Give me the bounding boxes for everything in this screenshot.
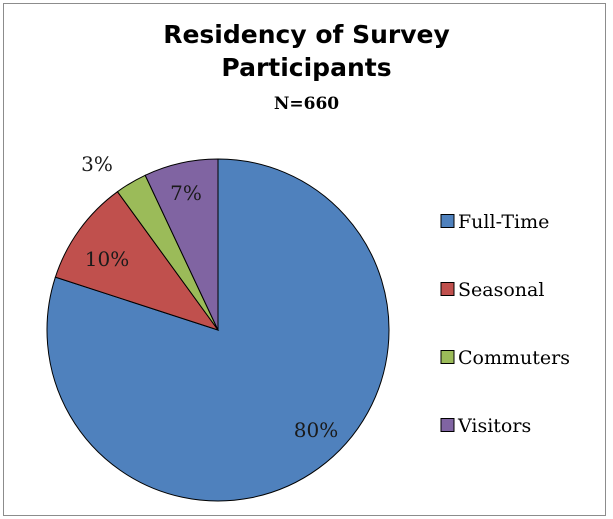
data-label-full-time: 80%	[294, 418, 338, 442]
chart-subtitle: N=660	[273, 94, 340, 114]
legend-label-visitors: Visitors	[457, 415, 531, 437]
legend-label-seasonal: Seasonal	[458, 279, 544, 301]
chart-title-line1: Residency of Survey	[163, 20, 450, 49]
data-label-commuters: 3%	[81, 152, 113, 176]
legend-swatch-commuters	[440, 350, 455, 364]
pie-slice-visitors	[144, 158, 219, 331]
legend-swatch-full-time	[440, 214, 455, 228]
data-label-seasonal: 10%	[85, 247, 129, 271]
legend-swatch-seasonal	[440, 282, 455, 296]
pie-slice-full-time	[46, 158, 390, 502]
data-label-visitors: 7%	[170, 181, 202, 205]
legend-label-full-time: Full-Time	[458, 211, 549, 233]
pie-slice-seasonal	[54, 190, 220, 331]
legend-swatch-visitors	[440, 418, 455, 432]
chart-title-line2: Participants	[221, 53, 392, 82]
legend-label-commuters: Commuters	[458, 347, 570, 369]
